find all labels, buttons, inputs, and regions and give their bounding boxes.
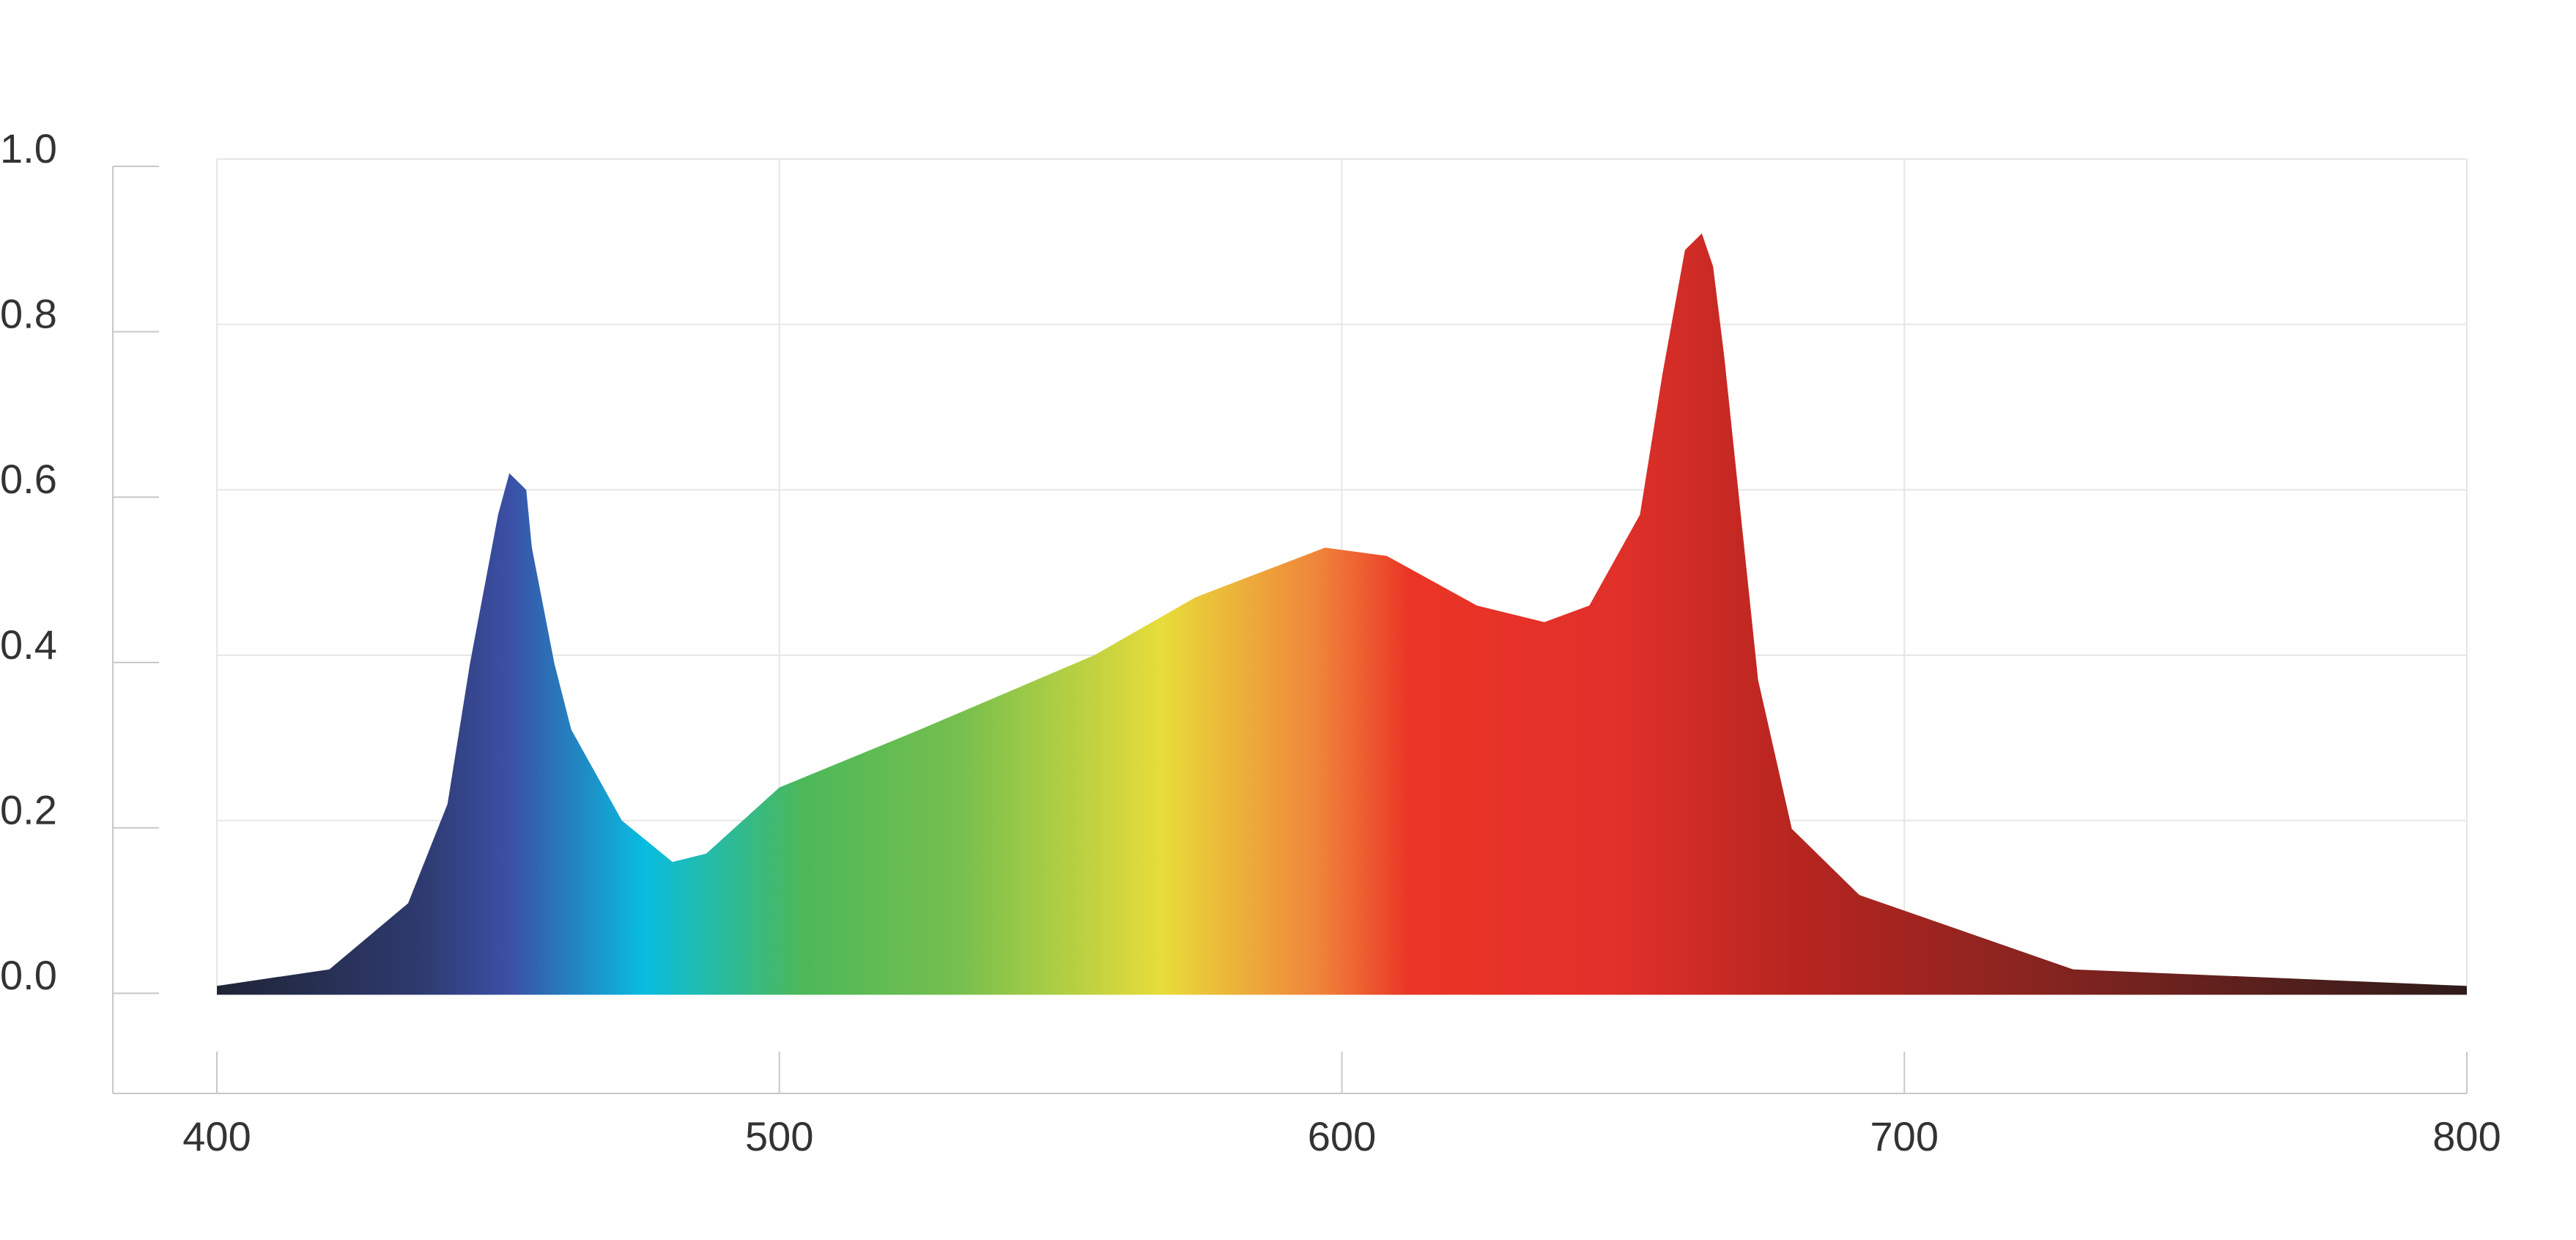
y-tick-label: 1.0 — [0, 125, 57, 171]
x-tick-label: 700 — [1870, 1113, 1939, 1159]
x-tick-label: 600 — [1308, 1113, 1376, 1159]
y-tick-label: 0.6 — [0, 456, 57, 502]
x-tick-label: 800 — [2432, 1113, 2501, 1159]
x-tick-label: 400 — [182, 1113, 251, 1159]
x-tick-label: 500 — [745, 1113, 813, 1159]
y-tick-label: 0.4 — [0, 621, 57, 668]
spectrum-area — [217, 233, 2467, 995]
y-tick-label: 0.8 — [0, 290, 57, 336]
y-tick-label: 0.0 — [0, 952, 57, 998]
y-tick-label: 0.2 — [0, 786, 57, 833]
